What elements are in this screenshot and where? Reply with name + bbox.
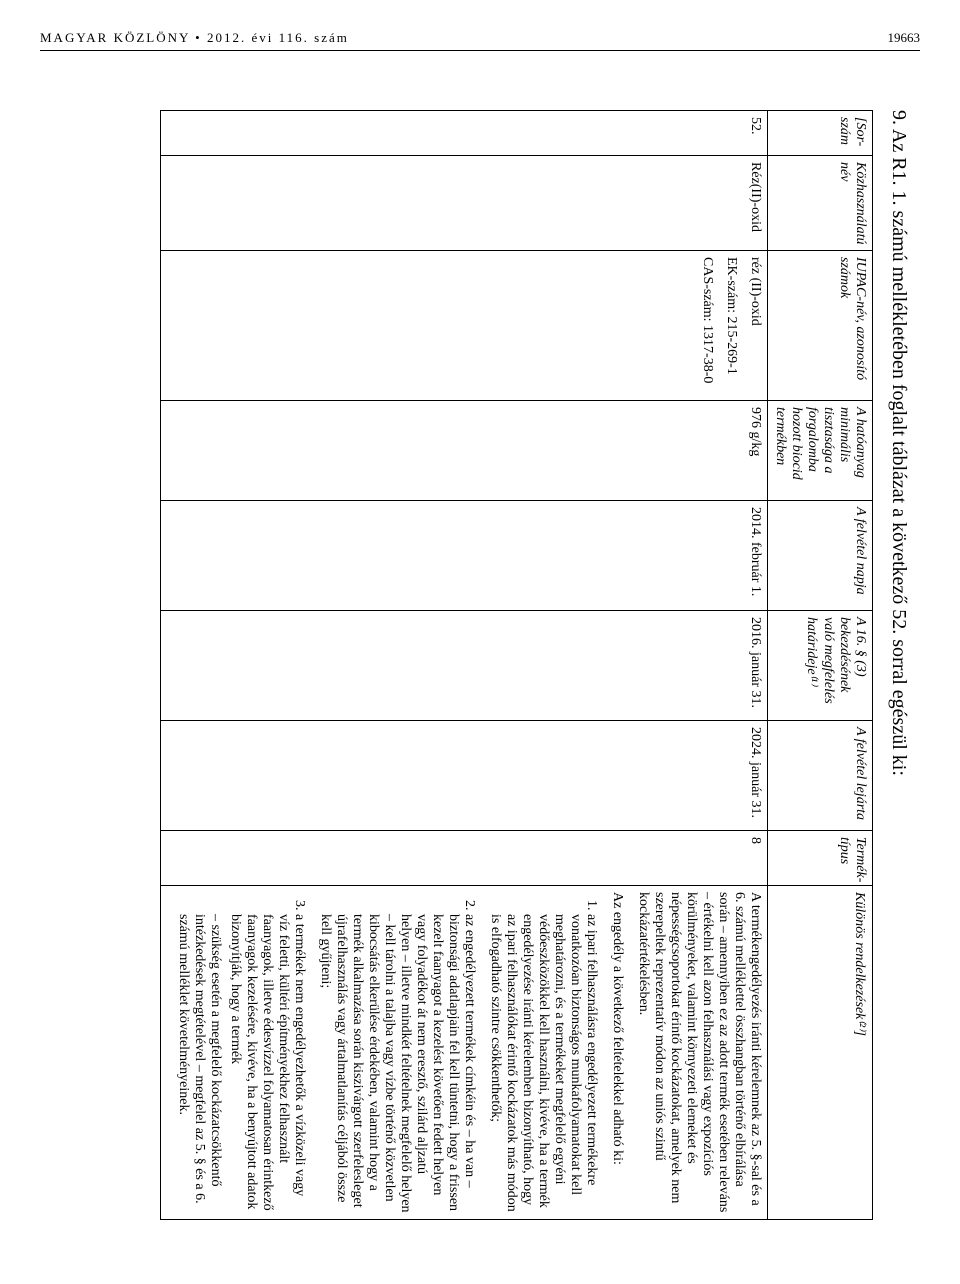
kulonos-p2: Az engedély a következő feltételekkel ad… bbox=[609, 892, 625, 1213]
table-header-row: [Sor-szám Közhasználatú név IUPAC-név, a… bbox=[768, 111, 873, 1220]
iupac-name: réz (II)-oxid bbox=[747, 257, 763, 394]
col-felvetel-napja: A felvétel napja bbox=[768, 501, 873, 611]
col-termektipus: Termék-típus bbox=[768, 831, 873, 886]
col-kozhasznalatu: Közhasználatú név bbox=[768, 156, 873, 251]
cell-a16: 2016. január 31. bbox=[161, 611, 768, 721]
col-iupac: IUPAC-név, azonosító számok bbox=[768, 251, 873, 401]
kulonos-list: az ipari felhasználásra engedélyezett te… bbox=[175, 892, 599, 1213]
rotated-content: 9. Az R1. 1. számú mellékletében foglalt… bbox=[40, 70, 920, 1240]
table-row: 52. Réz(II)-oxid réz (II)-oxid EK-szám: … bbox=[161, 111, 768, 1220]
col-kulonos: Különös rendelkezések⁽²⁾] bbox=[768, 886, 873, 1220]
running-head-right: 19663 bbox=[888, 30, 921, 46]
col-hatoanyag: A hatóanyag minimális tisztasága a forga… bbox=[768, 401, 873, 501]
cell-sorszam: 52. bbox=[161, 111, 768, 156]
kulonos-item-2: az engedélyezett termékek címkéin és – h… bbox=[317, 914, 477, 1213]
col-sorszam: [Sor-szám bbox=[768, 111, 873, 156]
kulonos-item-1: az ipari felhasználásra engedélyezett te… bbox=[487, 914, 599, 1213]
clause-title: 9. Az R1. 1. számú mellékletében foglalt… bbox=[887, 110, 910, 1220]
col-felvetel-lejarta: A felvétel lejárta bbox=[768, 721, 873, 831]
cell-kulonos: A termékengedélyezés iránti kérelemnek a… bbox=[161, 886, 768, 1220]
cell-iupac: réz (II)-oxid EK-szám: 215-269-1 CAS-szá… bbox=[161, 251, 768, 401]
cell-termektipus: 8 bbox=[161, 831, 768, 886]
kulonos-p1: A termékengedélyezés iránti kérelemnek a… bbox=[635, 892, 763, 1213]
cell-hatoanyag: 976 g/kg bbox=[161, 401, 768, 501]
iupac-ek: EK-szám: 215-269-1 bbox=[723, 257, 739, 394]
kulonos-item-3: a termékek nem engedélyezhetők a vízköze… bbox=[175, 914, 307, 1213]
kulonos-item-3-dash: szükség esetén a megfelelő kockázatcsökk… bbox=[176, 914, 223, 1204]
cell-kozhasznalatu: Réz(II)-oxid bbox=[161, 156, 768, 251]
cell-felvetel-napja: 2014. február 1. bbox=[161, 501, 768, 611]
running-head-left: MAGYAR KÖZLÖNY • 2012. évi 116. szám bbox=[40, 30, 349, 46]
iupac-cas: CAS-szám: 1317-38-0 bbox=[699, 257, 715, 394]
col-a16: A 16. § (3) bekezdésének való megfelelés… bbox=[768, 611, 873, 721]
running-head: MAGYAR KÖZLÖNY • 2012. évi 116. szám 196… bbox=[40, 30, 920, 51]
amendment-table: [Sor-szám Közhasználatú név IUPAC-név, a… bbox=[160, 110, 873, 1220]
cell-felvetel-lejarta: 2024. január 31. bbox=[161, 721, 768, 831]
kulonos-item-3-lead: a termékek nem engedélyezhetők a vízköze… bbox=[228, 914, 307, 1211]
